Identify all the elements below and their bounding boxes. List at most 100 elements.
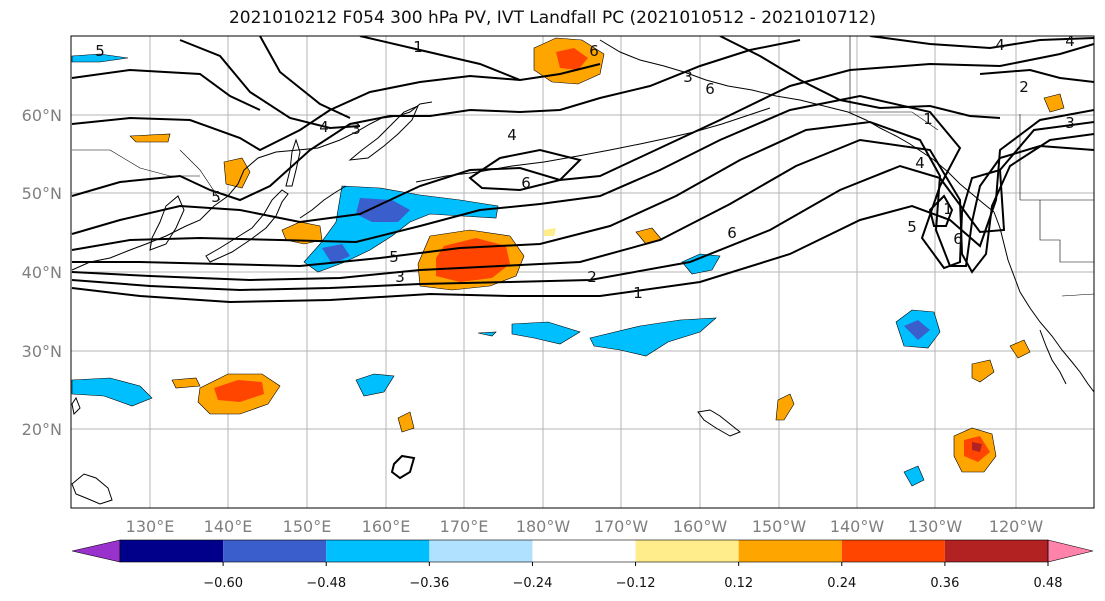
borders [72, 36, 1094, 297]
latitude-label: 20°N [22, 420, 62, 439]
coastline-alaska [599, 39, 995, 213]
colorbar-segment [738, 540, 842, 562]
longitude-label: 130°E [126, 517, 175, 536]
coastline-hawaii [697, 409, 741, 437]
longitude-label: 150°E [283, 517, 332, 536]
contour-line-8 [71, 39, 801, 202]
positive-anomaly-area [775, 393, 795, 421]
contour-label: 3 [395, 268, 405, 286]
colorbar-tick-label: −0.36 [409, 576, 449, 591]
border-us-mexico [1061, 293, 1094, 297]
coastline-kuriles [299, 185, 347, 219]
map-frame [70, 35, 1095, 509]
contour-line-2 [71, 121, 1094, 292]
contour-line-16 [979, 68, 1094, 83]
coastline-kamchatka [348, 105, 419, 161]
contour-line-11 [179, 39, 361, 130]
contour-label: 4 [1065, 32, 1075, 50]
border-alaska-canada [849, 36, 939, 131]
contour-line-10 [71, 68, 261, 111]
longitude-label: 130°W [908, 517, 963, 536]
colorbar: −0.60 −0.48 −0.36 −0.24 −0.12 0.12 0.24 0.36 0.4… [71, 539, 1094, 591]
positive-anomaly-area [1043, 93, 1065, 113]
longitude-label: 120°W [989, 517, 1044, 536]
colorbar-frame [119, 539, 1049, 563]
contour-label: 2 [587, 268, 597, 286]
colorbar-segment [944, 540, 1048, 562]
positive-anomaly-area [223, 157, 251, 189]
contour-label: 5 [211, 188, 221, 206]
colorbar-segment [223, 540, 327, 562]
latitude-labels: 60°N 50°N 40°N 30°N 20°N [22, 106, 62, 439]
contour-line-15 [869, 36, 1094, 50]
contour-label: 6 [727, 224, 737, 242]
contour-label: 6 [705, 80, 715, 98]
contour-label: 4 [319, 118, 329, 136]
negative-anomaly-area [355, 373, 395, 397]
longitude-labels: 130°E 140°E 150°E 160°E 170°E 180°W 170°W 160°W… [126, 517, 1044, 536]
latitude-label: 40°N [22, 263, 62, 282]
longitude-label: 180°W [516, 517, 571, 536]
contour-label: 5 [907, 218, 917, 236]
latitude-label: 50°N [22, 184, 62, 203]
longitude-label: 160°E [362, 517, 411, 536]
positive-anomaly-area [129, 133, 171, 143]
negative-anomaly-area [681, 253, 721, 275]
contour-label: 3 [683, 68, 693, 86]
colorbar-extend-high [1047, 539, 1094, 563]
contour-label: 6 [521, 174, 531, 192]
colorbar-segment [120, 540, 224, 562]
contour-label: 3 [351, 120, 361, 138]
colorbar-tick-label: −0.48 [306, 576, 346, 591]
border-russia-china [179, 149, 221, 201]
positive-anomaly-center [972, 442, 982, 452]
colorbar-tick-label: 0.48 [1034, 576, 1063, 591]
contour-line-5 [71, 94, 1001, 270]
colorbar-tick-label: −0.60 [203, 576, 243, 591]
coastline-baja [1039, 329, 1067, 385]
colorbar-segment [326, 540, 430, 562]
contour-line-3 [71, 133, 1094, 282]
longitude-label: 140°E [204, 517, 253, 536]
coastline-taiwan [71, 396, 81, 416]
positive-anomaly-core [556, 48, 588, 70]
contour-label: 6 [589, 42, 599, 60]
colorbar-segment [532, 540, 636, 562]
colorbar-tick-label: −0.24 [513, 576, 553, 591]
longitude-label: 150°W [752, 517, 807, 536]
contour-label: 1 [923, 110, 933, 128]
contour-line-12 [259, 36, 351, 119]
coastline-japan [205, 189, 289, 263]
negative-anomaly-area [71, 53, 129, 63]
contour-label: 5 [95, 42, 105, 60]
contour-line-14 [719, 36, 1001, 119]
colorbar-tick-label: 0.36 [930, 576, 959, 591]
positive-anomaly-area [397, 411, 415, 433]
contour-label: 1 [413, 38, 423, 56]
longitude-label: 160°W [673, 517, 728, 536]
shaded-field [71, 37, 1065, 487]
contour-label: 5 [389, 248, 399, 266]
negative-anomaly-area [903, 465, 925, 487]
contour-label: 4 [995, 36, 1005, 54]
gridlines [71, 36, 1094, 508]
contour-label: 1 [633, 284, 643, 302]
colorbar-tick-label: 0.24 [827, 576, 856, 591]
contour-label: 6 [953, 230, 963, 248]
positive-anomaly-core [214, 380, 264, 402]
contour-line-13 [359, 36, 521, 81]
contour-line-7 [468, 148, 582, 192]
negative-anomaly-core [356, 198, 410, 222]
pv-contours [71, 36, 1094, 480]
colorbar-tick-label: −0.12 [616, 576, 656, 591]
latitude-label: 60°N [22, 106, 62, 125]
contour-label: 4 [915, 154, 925, 172]
longitude-label: 140°W [830, 517, 885, 536]
contour-label: 1 [943, 200, 953, 218]
contour-line-4 [72, 120, 1094, 268]
border-us-states [1039, 200, 1094, 263]
contour-line-1 [71, 109, 1094, 304]
